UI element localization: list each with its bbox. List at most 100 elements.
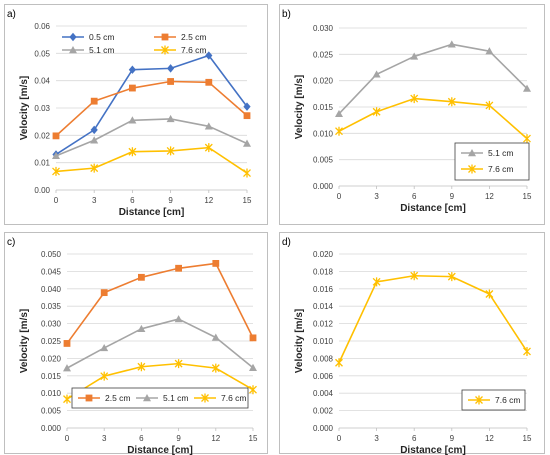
panel-d-ytick-label: 0.000 — [313, 424, 334, 433]
panel-c-legend-box — [71, 387, 249, 409]
panel-b-series-5-1-cm-point — [372, 70, 381, 78]
panel-c-series-5-1-cm-point — [211, 333, 220, 341]
panel-c-legend-item-5-1-cm: 5.1 cm — [136, 393, 189, 403]
panel-a: a) 0.00 0.01 0.02 0.03 0.04 0.05 0.06 0 3 6 9 12 15 Di… — [4, 4, 268, 225]
panel-b-series-7-6-cm-point — [485, 100, 494, 110]
panel-c-xtick-label: 9 — [176, 434, 181, 443]
panel-c: c) 0.000 0.005 0.010 0.015 0.020 0.025 0.030 0.0… — [4, 232, 268, 455]
panel-b-series-5-1-cm-point — [523, 84, 531, 92]
panel-b-ytick-label: 0.025 — [313, 50, 334, 59]
panel-b-ytick-label: 0.010 — [313, 129, 334, 138]
panel-d-ytick-label: 0.016 — [313, 285, 334, 294]
panel-c-label: c) — [7, 237, 15, 248]
panel-a-ytick-label: 0.04 — [34, 77, 50, 86]
panel-b-ytick-label: 0.020 — [313, 77, 334, 86]
panel-d-ytick-label: 0.012 — [313, 320, 334, 329]
panel-b-legend-item-7-6-cm-marker — [468, 164, 476, 174]
panel-a-legend-item-2-5-cm: 2.5 cm — [154, 32, 207, 42]
panel-d-ytick-label: 0.006 — [313, 372, 334, 381]
panel-c-series-2-5-cm-line — [66, 262, 254, 344]
panel-c-series-5-1-cm-point — [137, 324, 146, 333]
panel-a-ytick-label: 0.01 — [34, 159, 50, 168]
panel-a-ytick-label: 0.00 — [34, 186, 50, 195]
panel-a-xtick-label: 12 — [204, 196, 213, 205]
panel-c-ytick-label: 0.035 — [41, 302, 62, 311]
panel-a-series-0-5-cm-point — [90, 125, 98, 135]
panel-b-ytick-label: 0.015 — [313, 103, 334, 112]
panel-c-ytick-label: 0.040 — [41, 285, 62, 294]
panel-b-series-5-1-cm-point — [485, 47, 494, 55]
panel-a-series-2-5-cm-point — [52, 132, 60, 140]
panel-c-series-2-5-cm-point — [63, 340, 71, 347]
panel-a-series-5-1-cm-point — [204, 122, 213, 130]
panel-c-legend-item-7-6-cm-marker — [201, 393, 209, 403]
panel-a-series-7-6-cm-point — [166, 146, 175, 156]
panel-c-series-5-1-cm-point — [174, 315, 183, 323]
panel-c-xtick-label: 12 — [211, 434, 220, 443]
panel-d-xtick-label: 3 — [374, 434, 379, 443]
panel-b: b) 0.000 0.005 0.010 0.015 0.020 0.025 0.030 0 3 6… — [279, 4, 545, 225]
panel-c-ytick-label: 0.050 — [41, 250, 62, 259]
panel-a-frame — [4, 4, 268, 225]
panel-c-x-axis-title: Distance [cm] — [127, 445, 193, 455]
panel-c-series-5-1-cm-line — [66, 318, 254, 369]
panel-a-series-7-6-cm-point — [52, 166, 60, 176]
panel-a-series-0-5-cm-point — [128, 65, 136, 74]
panel-d-series-7-6-cm-point — [447, 272, 456, 282]
panel-c-series-2-5-cm — [63, 259, 257, 347]
panel-a-series-5-1-cm-point — [166, 114, 175, 123]
panel-a-legend-item-7-6-cm-label: 7.6 cm — [181, 45, 207, 55]
panel-a-ytick-label: 0.03 — [34, 104, 50, 113]
panel-c-series-7-6-cm-line — [66, 362, 254, 400]
panel-d-y-axis-title: Velocity [m/s] — [294, 309, 305, 373]
panel-b-ytick-label: 0.005 — [313, 156, 334, 165]
panel-b-xtick-label: 0 — [337, 192, 342, 201]
panel-a-legend-item-5-1-cm-label: 5.1 cm — [89, 45, 115, 55]
panel-a-y-axis-title: Velocity [m/s] — [19, 76, 30, 140]
panel-a-legend-item-5-1-cm-marker — [69, 46, 77, 54]
panel-b-label: b) — [282, 9, 291, 20]
panel-c-series-5-1-cm-point — [249, 363, 257, 371]
panel-d-series-7-6-cm-point — [523, 346, 531, 356]
panel-a-xtick-label: 3 — [92, 196, 97, 205]
panel-b-series-5-1-cm-point — [410, 52, 419, 60]
panel-c-ytick-label: 0.045 — [41, 267, 62, 276]
panel-a-xtick-label: 9 — [168, 196, 173, 205]
panel-c-series-5-1-cm — [63, 315, 257, 372]
panel-a-series-2-5-cm-line — [55, 80, 248, 137]
panel-a-series-0-5-cm — [52, 51, 251, 159]
panel-b-y-axis-title: Velocity [m/s] — [294, 75, 305, 139]
panel-b-legend-item-5-1-cm: 5.1 cm — [461, 148, 514, 158]
panel-b-series-7-6-cm — [335, 94, 531, 144]
panel-b-series-5-1-cm-point — [447, 40, 456, 48]
panel-b-legend-item-7-6-cm-label: 7.6 cm — [488, 164, 514, 174]
panel-a-series-2-5-cm — [52, 78, 251, 140]
panel-a-legend-item-0-5-cm-marker — [69, 32, 77, 42]
panel-a-legend-item-5-1-cm: 5.1 cm — [62, 45, 115, 55]
panel-c-series-7-6-cm-point — [137, 362, 146, 372]
panel-b-series-7-6-cm-point — [447, 97, 456, 107]
panel-c-legend-item-2-5-cm-label: 2.5 cm — [105, 393, 131, 403]
panel-c-ytick-label: 0.020 — [41, 354, 62, 363]
panel-a-ytick-label: 0.02 — [34, 131, 50, 140]
panel-d-x-axis-title: Distance [cm] — [400, 445, 466, 455]
panel-a-ytick-label: 0.05 — [34, 49, 50, 58]
panel-d-series-7-6-cm-point — [485, 289, 494, 299]
panel-b-ytick-label: 0.030 — [313, 24, 334, 33]
panel-a-xtick-label: 15 — [243, 196, 252, 205]
panel-c-series-5-1-cm-point — [100, 343, 109, 352]
panel-a-xtick-label: 6 — [130, 196, 135, 205]
panel-c-series-2-5-cm-point — [138, 273, 145, 281]
panel-a-legend-item-0-5-cm: 0.5 cm — [62, 32, 115, 42]
panel-c-ytick-label: 0.000 — [41, 424, 62, 433]
panel-a-series-7-6-cm-point — [204, 143, 213, 153]
panel-a-label: a) — [7, 9, 16, 20]
panel-a-x-axis-title: Distance [cm] — [119, 207, 185, 218]
panel-d-legend-item-7-6-cm: 7.6 cm — [468, 395, 521, 405]
panel-d-ytick-label: 0.004 — [313, 389, 334, 398]
panel-a-series-7-6-cm-point — [128, 147, 137, 157]
panel-d-series-7-6-cm-point — [335, 358, 343, 368]
panel-b-legend-item-7-6-cm: 7.6 cm — [461, 164, 514, 174]
panel-c-series-2-5-cm-point — [175, 264, 182, 272]
panel-c-y-axis-title: Velocity [m/s] — [19, 309, 30, 373]
